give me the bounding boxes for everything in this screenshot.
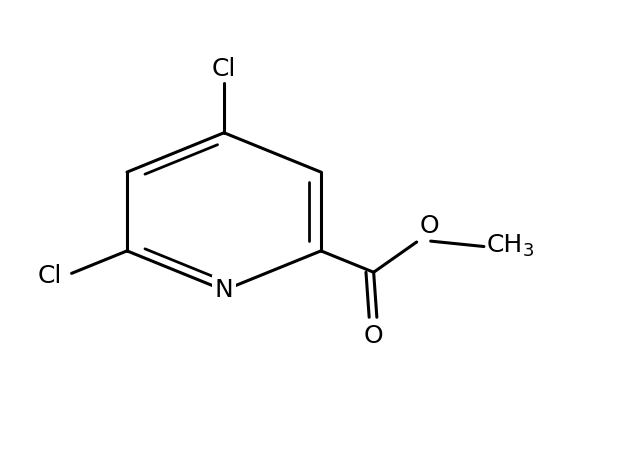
Text: CH: CH — [487, 233, 524, 257]
Text: O: O — [420, 214, 440, 238]
Text: N: N — [214, 278, 234, 302]
Text: O: O — [363, 324, 383, 348]
Text: Cl: Cl — [212, 57, 236, 81]
Text: Cl: Cl — [38, 264, 62, 288]
Text: 3: 3 — [523, 242, 534, 260]
